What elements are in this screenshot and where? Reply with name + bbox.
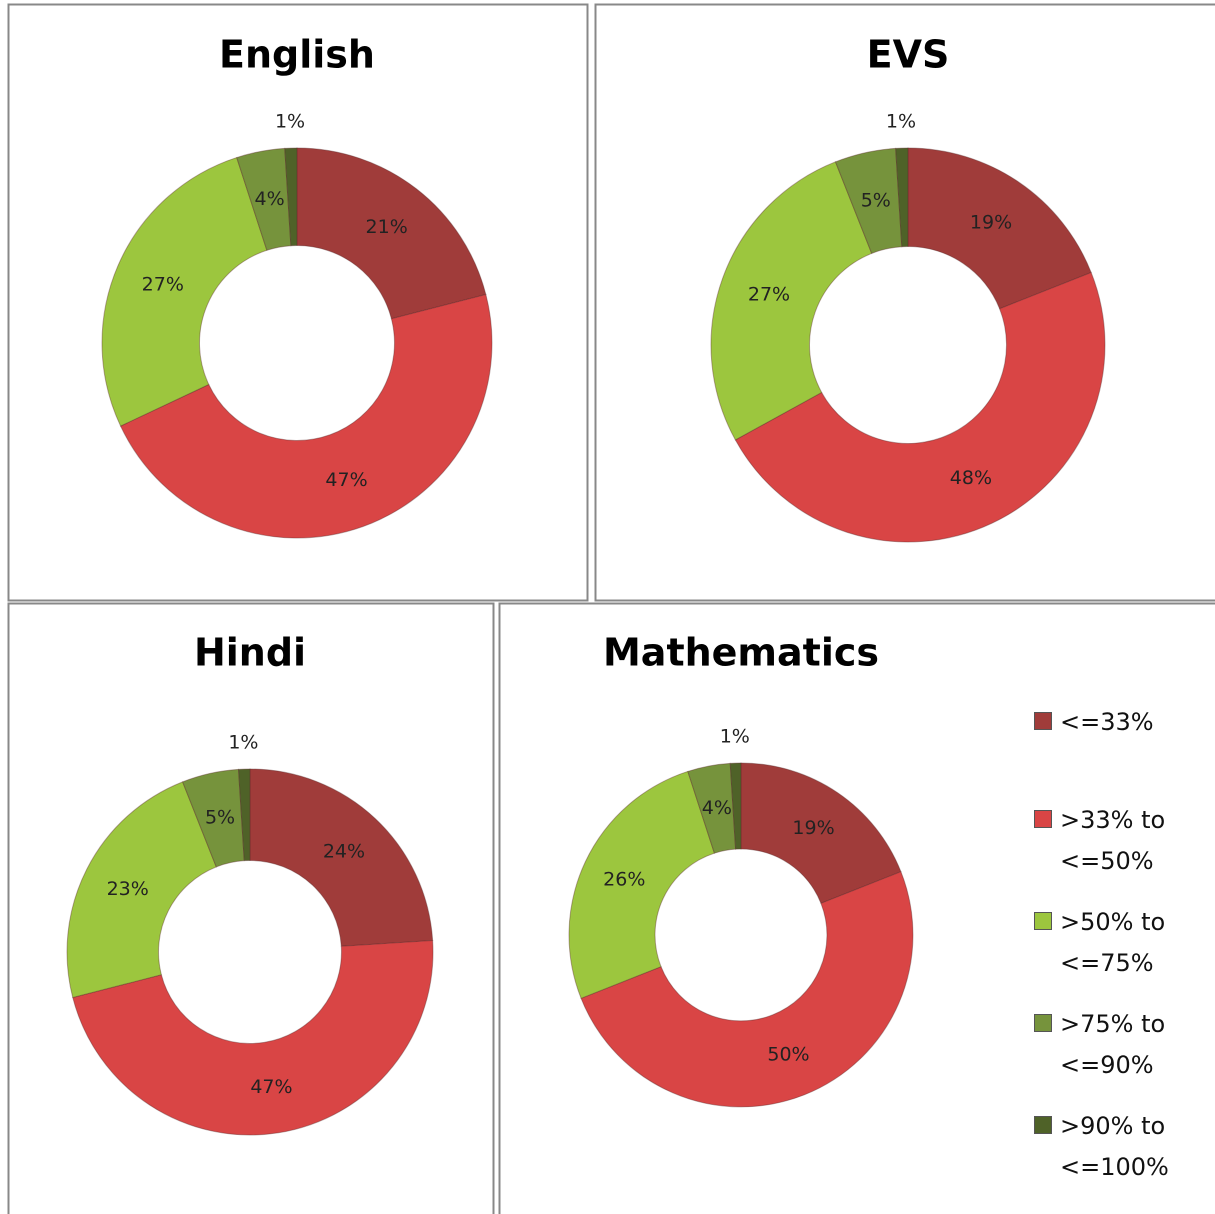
legend-swatch [1034, 1014, 1052, 1032]
data-label: 5% [205, 807, 235, 829]
data-label: 4% [255, 188, 285, 210]
data-label: 48% [950, 467, 992, 489]
chart-title: EVS [867, 33, 950, 77]
donut-slice [66, 781, 217, 999]
donut-slice [72, 939, 434, 1136]
panel [594, 3, 1215, 602]
data-label: 1% [228, 732, 258, 754]
data-label: 21% [366, 216, 408, 238]
data-label: 50% [767, 1043, 809, 1065]
donut-slice [740, 762, 902, 904]
donut-slice [687, 762, 737, 854]
donut-slice [181, 768, 245, 868]
panel [7, 602, 495, 1214]
panel [7, 3, 589, 602]
legend-swatch [1034, 912, 1052, 930]
data-label: 27% [748, 283, 790, 305]
donut-slice [568, 770, 716, 999]
data-label: 47% [250, 1076, 292, 1098]
chart-title: Hindi [194, 631, 306, 675]
donut-slice [580, 871, 914, 1108]
legend-swatch [1034, 810, 1052, 828]
donut-slice [710, 161, 873, 441]
donut-slice [249, 768, 434, 947]
legend-label: >33% to <=50% [1060, 806, 1166, 875]
data-label: 24% [323, 840, 365, 862]
data-label: 23% [107, 878, 149, 900]
data-label: 47% [325, 469, 367, 491]
donut-slice [237, 768, 251, 862]
data-label: 5% [861, 189, 891, 211]
donut-slice [907, 147, 1092, 310]
legend-label: >90% to <=100% [1060, 1112, 1169, 1181]
data-label: 27% [142, 273, 184, 295]
donut-slice [296, 147, 487, 320]
data-label: 1% [886, 111, 916, 133]
legend-label: >75% to <=90% [1060, 1010, 1166, 1079]
data-label: 1% [720, 726, 750, 748]
donut-slice [284, 147, 298, 247]
donut-slice [734, 271, 1106, 543]
donut-slice [729, 762, 742, 850]
chart-title: Mathematics [603, 631, 879, 675]
data-label: 4% [702, 797, 732, 819]
donut-slice [101, 156, 268, 427]
data-label: 26% [603, 869, 645, 891]
data-label: 1% [275, 111, 305, 133]
donut-slice [834, 147, 903, 255]
data-label: 19% [792, 817, 834, 839]
donut-slice [119, 293, 493, 539]
legend-label: <=33% [1060, 708, 1154, 736]
data-label: 19% [970, 211, 1012, 233]
donut-slice [895, 147, 909, 248]
panel [498, 602, 1215, 1214]
legend-label: >50% to <=75% [1060, 908, 1166, 977]
legend-swatch [1034, 1116, 1052, 1134]
legend-swatch [1034, 712, 1052, 730]
chart-title: English [219, 33, 375, 77]
